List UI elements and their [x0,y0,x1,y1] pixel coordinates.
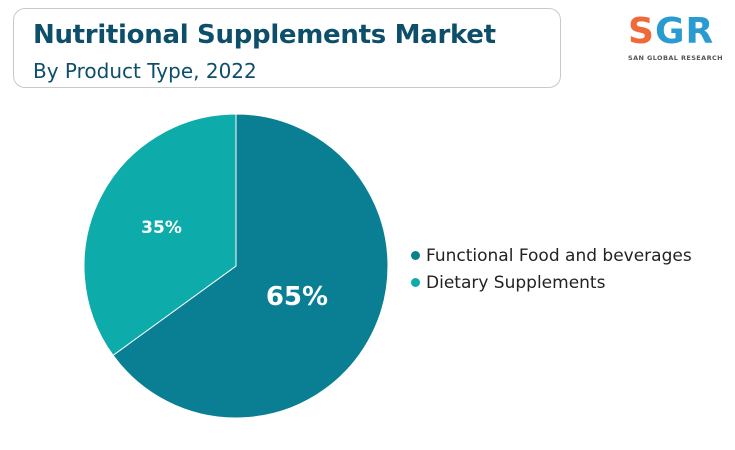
sgr-logo: SGR SAN GLOBAL RESEARCH [624,8,728,68]
logo-letter-g: G [654,11,686,52]
legend-dot [411,278,420,287]
pie-slice-1 [83,113,237,357]
logo-letter-s: S [628,11,655,52]
chart-title: Nutritional Supplements Market [33,20,496,50]
legend-dot [411,251,420,260]
logo-letters: SGR [628,12,714,52]
pie-data-label-1: 35% [141,218,182,238]
pie-data-label-0: 65% [266,282,328,312]
chart-subtitle: By Product Type, 2022 [33,59,257,83]
legend: Functional Food and beverages Dietary Su… [411,242,692,296]
title-box: Nutritional Supplements Market By Produc… [13,8,561,88]
legend-item-functional-food: Functional Food and beverages [411,242,692,269]
legend-label: Dietary Supplements [426,272,606,293]
legend-label: Functional Food and beverages [426,245,692,266]
logo-letter-r: R [685,11,715,52]
logo-caption: SAN GLOBAL RESEARCH [628,54,723,62]
legend-item-dietary-supplements: Dietary Supplements [411,269,692,296]
pie-slice-0 [112,113,389,419]
